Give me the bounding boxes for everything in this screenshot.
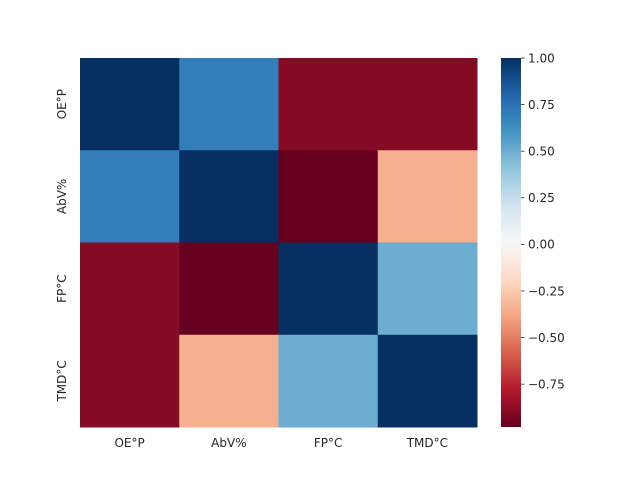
heatmap-cell-0-3 <box>377 58 478 151</box>
y-tick-label: OE°P <box>55 89 69 119</box>
colorbar-tick-label: −0.75 <box>528 377 565 391</box>
y-tick-label: AbV% <box>55 179 69 214</box>
y-tick-label: TMD°C <box>55 360 69 402</box>
heatmap-cell-2-0 <box>80 242 180 336</box>
heatmap-cell-2-2 <box>278 242 379 336</box>
heatmap-cell-3-3 <box>377 334 478 428</box>
colorbar-tick-label: −0.25 <box>528 284 565 298</box>
y-axis-tick-labels: OE°P AbV% FP°C TMD°C <box>55 89 69 403</box>
colorbar-tick-label: 1.00 <box>528 51 555 65</box>
colorbar-ticks: 1.00 0.75 0.50 0.25 0.00 −0.25 −0.50 −0.75 <box>521 51 565 391</box>
heatmap-cell-2-3 <box>377 242 478 336</box>
colorbar-tick-label: 0.25 <box>528 191 555 205</box>
heatmap-cell-1-2 <box>278 150 379 243</box>
heatmap-cell-0-1 <box>179 58 279 151</box>
heatmap-cell-1-0 <box>80 150 180 243</box>
x-tick-label: TMD°C <box>406 436 448 450</box>
heatmap-cell-1-3 <box>377 150 478 243</box>
heatmap-cell-1-1 <box>179 150 279 243</box>
colorbar-tick-label: 0.75 <box>528 98 555 112</box>
y-tick-label: FP°C <box>55 274 69 303</box>
colorbar-tick-label: 0.00 <box>528 238 555 252</box>
heatmap-cell-3-2 <box>278 334 379 428</box>
heatmap-cell-0-2 <box>278 58 379 151</box>
x-tick-label: FP°C <box>314 436 343 450</box>
heatmap-cells <box>80 58 478 428</box>
x-tick-label: AbV% <box>211 436 246 450</box>
colorbar-tick-label: −0.50 <box>528 331 565 345</box>
heatmap-cell-3-1 <box>179 334 279 428</box>
x-tick-label: OE°P <box>114 436 144 450</box>
heatmap-cell-3-0 <box>80 334 180 428</box>
heatmap-cell-0-0 <box>80 58 180 151</box>
heatmap-cell-2-1 <box>179 242 279 336</box>
colorbar <box>501 58 521 427</box>
colorbar-tick-label: 0.50 <box>528 144 555 158</box>
x-axis-tick-labels: OE°P AbV% FP°C TMD°C <box>114 436 448 450</box>
